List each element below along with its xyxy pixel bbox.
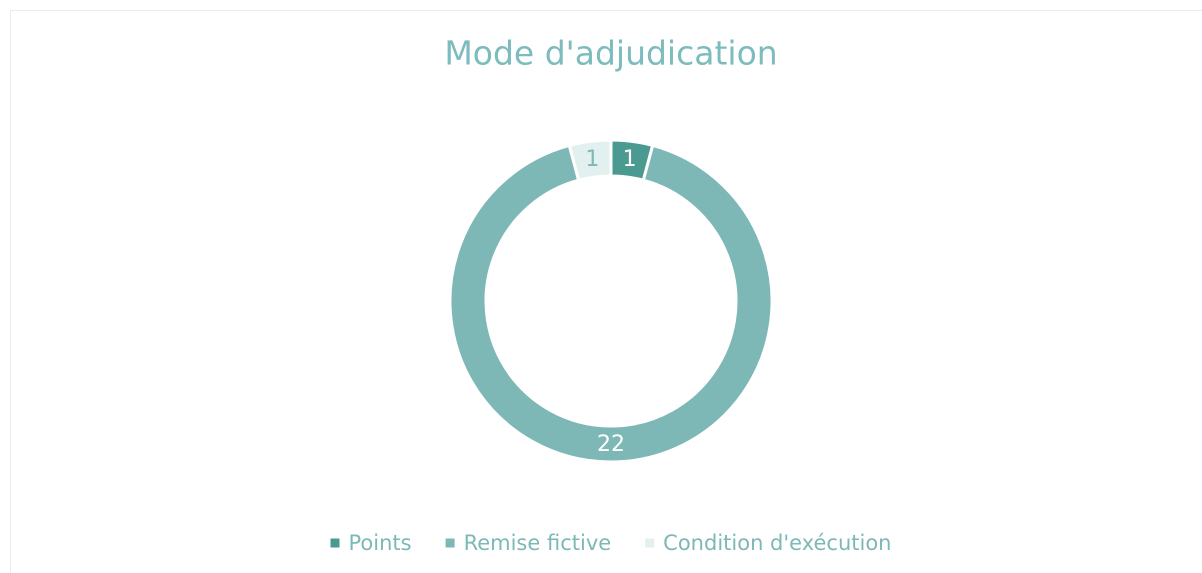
donut-segment	[567, 138, 613, 183]
legend-swatch	[330, 538, 340, 548]
data-label: 1	[623, 147, 637, 172]
legend-swatch	[445, 538, 455, 548]
legend-label: Remise fictive	[464, 531, 612, 555]
data-label: 22	[597, 432, 625, 457]
legend-label: Points	[348, 531, 411, 555]
chart-title: Mode d'adjudication	[444, 34, 777, 73]
donut-segment	[448, 143, 774, 464]
data-label: 1	[585, 147, 599, 172]
legend-label: Condition d'exécution	[663, 531, 891, 555]
legend-swatch	[645, 538, 655, 548]
panel-border	[10, 10, 1202, 573]
